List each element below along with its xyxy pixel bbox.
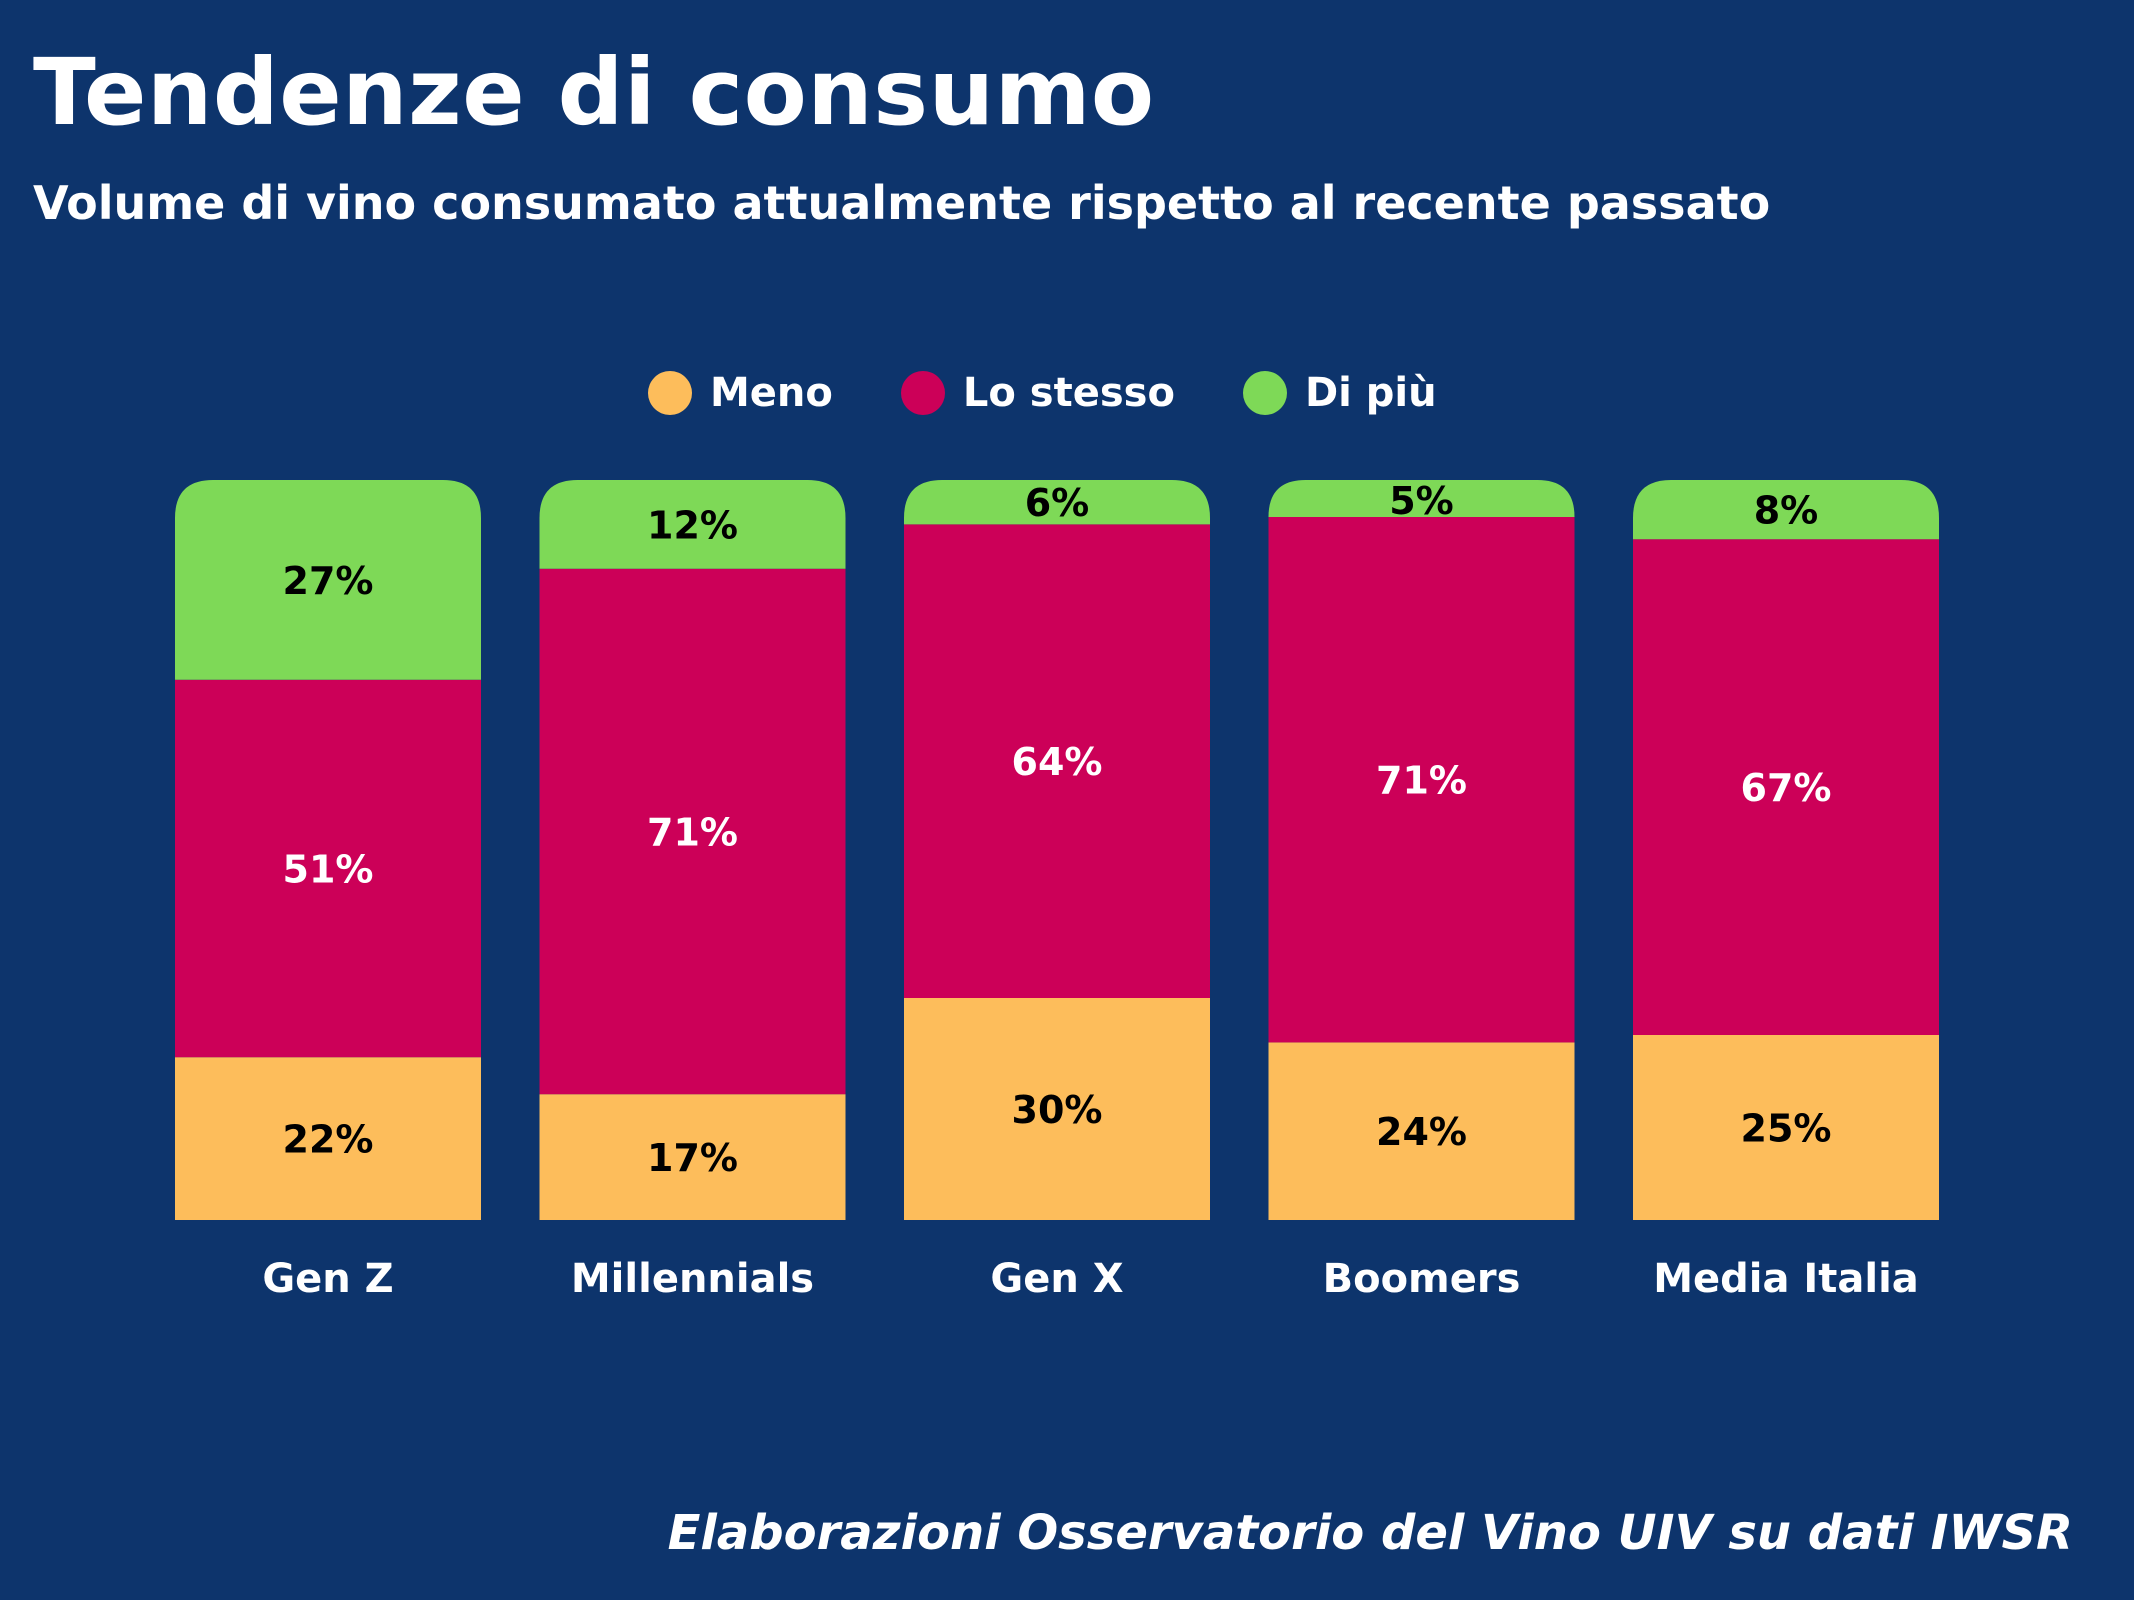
stacked-bar-chart: 22% 51% 27% Gen Z 17% 71% 12% Millennials 30% 64%… xyxy=(175,479,1939,1302)
bar-segment-gen-x-meno xyxy=(904,998,1210,1220)
data-label-gen-x-meno: 30% xyxy=(1012,1088,1103,1132)
bar-segment-gen-z-di-piu xyxy=(175,480,481,680)
source-note: Elaborazioni Osservatorio del Vino UIV s… xyxy=(667,1505,2073,1561)
bar-group-media-italia: 25% 67% 8% xyxy=(1633,480,1939,1220)
bar-segment-media-italia-lo-stesso xyxy=(1633,539,1939,1035)
data-label-gen-x-di-piu: 6% xyxy=(1025,481,1090,525)
legend-swatch-lo-stesso xyxy=(900,371,945,415)
legend-item-meno: Meno xyxy=(648,370,833,416)
bar-segment-gen-x-di-piu xyxy=(904,480,1210,525)
data-label-boomers-di-piu: 5% xyxy=(1389,479,1454,523)
legend: Meno Lo stesso Di più xyxy=(648,370,1437,416)
data-label-media-italia-lo-stesso: 67% xyxy=(1741,766,1832,810)
legend-swatch-di-piu xyxy=(1242,371,1287,415)
legend-item-di-piu: Di più xyxy=(1242,370,1437,416)
bar-segment-boomers-di-piu xyxy=(1268,480,1575,517)
bar-segment-media-italia-meno xyxy=(1633,1035,1939,1220)
legend-label-meno: Meno xyxy=(710,370,833,416)
bar-segment-gen-z-lo-stesso xyxy=(175,679,481,1058)
data-label-millennials-meno: 17% xyxy=(647,1136,738,1180)
data-label-gen-z-di-piu: 27% xyxy=(283,559,374,603)
bar-group-gen-z: 22% 51% 27% xyxy=(175,480,481,1220)
legend-label-lo-stesso: Lo stesso xyxy=(962,370,1175,416)
x-tick-label-media-italia: Media Italia xyxy=(1653,1256,1919,1302)
bar-group-boomers: 24% 71% 5% xyxy=(1268,479,1575,1220)
x-tick-label-boomers: Boomers xyxy=(1323,1256,1521,1302)
legend-swatch-meno xyxy=(648,371,692,415)
bar-segment-media-italia-di-piu xyxy=(1633,480,1939,540)
data-label-millennials-lo-stesso: 71% xyxy=(647,811,738,855)
x-tick-label-millennials: Millennials xyxy=(571,1256,814,1302)
chart-title: Tendenze di consumo xyxy=(33,39,1155,146)
chart-subtitle: Volume di vino consumato attualmente ris… xyxy=(33,176,1771,230)
bar-segment-gen-z-meno xyxy=(175,1057,481,1220)
bar-segment-millennials-meno xyxy=(539,1094,846,1220)
x-tick-label-gen-z: Gen Z xyxy=(262,1256,393,1302)
data-label-gen-z-meno: 22% xyxy=(283,1118,374,1162)
bar-segment-boomers-meno xyxy=(1268,1042,1575,1220)
legend-label-di-piu: Di più xyxy=(1304,370,1437,416)
data-label-media-italia-di-piu: 8% xyxy=(1754,489,1819,533)
bar-segment-millennials-lo-stesso xyxy=(539,568,846,1095)
x-tick-label-gen-x: Gen X xyxy=(990,1256,1123,1302)
legend-item-lo-stesso: Lo stesso xyxy=(900,370,1175,416)
data-label-gen-x-lo-stesso: 64% xyxy=(1012,740,1103,784)
data-label-media-italia-meno: 25% xyxy=(1741,1107,1832,1151)
data-label-boomers-meno: 24% xyxy=(1376,1110,1467,1154)
data-label-gen-z-lo-stesso: 51% xyxy=(283,848,374,892)
bar-segment-boomers-lo-stesso xyxy=(1268,517,1575,1043)
bar-group-millennials: 17% 71% 12% xyxy=(539,480,846,1220)
bar-group-gen-x: 30% 64% 6% xyxy=(904,480,1210,1220)
data-label-millennials-di-piu: 12% xyxy=(647,503,738,547)
data-label-boomers-lo-stesso: 71% xyxy=(1376,759,1467,803)
bar-segment-gen-x-lo-stesso xyxy=(904,524,1210,998)
bar-segment-millennials-di-piu xyxy=(539,480,846,569)
